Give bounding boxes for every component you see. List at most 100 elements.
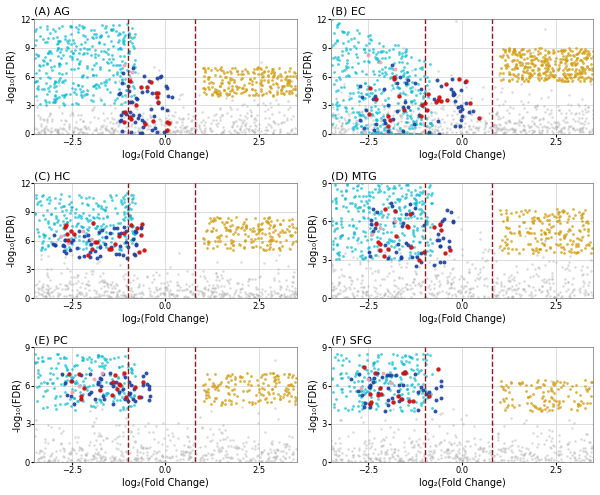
- Point: [366, 292, 376, 299]
- Point: [477, 96, 487, 103]
- Point: [346, 109, 356, 117]
- Point: [67, 53, 76, 61]
- Point: [106, 454, 115, 462]
- Point: [105, 221, 115, 229]
- Point: [407, 98, 416, 105]
- Point: [524, 206, 534, 214]
- Point: [284, 287, 294, 295]
- Point: [101, 389, 111, 396]
- Point: [402, 180, 412, 188]
- Point: [562, 56, 572, 64]
- Point: [217, 446, 226, 454]
- Point: [397, 284, 407, 292]
- Point: [540, 405, 550, 413]
- Point: [359, 46, 368, 53]
- Point: [275, 294, 284, 301]
- Point: [121, 227, 131, 235]
- Point: [107, 457, 116, 465]
- Point: [98, 362, 108, 370]
- Point: [88, 195, 97, 202]
- Point: [327, 197, 337, 205]
- Point: [450, 431, 460, 439]
- Point: [356, 197, 366, 205]
- Point: [434, 455, 443, 463]
- Point: [375, 58, 385, 66]
- Point: [410, 267, 419, 275]
- Point: [122, 129, 131, 137]
- Point: [76, 212, 86, 220]
- Point: [130, 118, 139, 126]
- Point: [548, 441, 558, 448]
- Point: [542, 212, 552, 220]
- Point: [574, 286, 584, 294]
- Point: [76, 454, 86, 462]
- Point: [203, 241, 212, 248]
- Point: [332, 241, 341, 249]
- Point: [394, 181, 404, 189]
- Point: [97, 47, 106, 54]
- Point: [341, 249, 350, 257]
- Point: [91, 293, 101, 301]
- Point: [575, 457, 584, 465]
- Point: [552, 216, 562, 224]
- Point: [540, 229, 550, 237]
- Point: [275, 70, 284, 78]
- Point: [257, 225, 266, 233]
- Point: [38, 392, 47, 399]
- Point: [456, 282, 466, 290]
- Point: [74, 21, 83, 29]
- Point: [355, 260, 365, 268]
- Point: [489, 451, 499, 459]
- Point: [521, 75, 530, 83]
- Point: [420, 250, 430, 258]
- Point: [520, 62, 530, 70]
- Point: [462, 455, 472, 463]
- Point: [164, 115, 174, 123]
- Point: [138, 123, 148, 131]
- Point: [232, 67, 242, 75]
- Point: [247, 398, 257, 406]
- Point: [548, 257, 557, 265]
- Point: [371, 108, 381, 116]
- Point: [407, 123, 416, 131]
- Point: [159, 289, 169, 297]
- Point: [554, 230, 564, 238]
- Point: [498, 99, 508, 107]
- Point: [106, 458, 116, 466]
- Point: [96, 122, 106, 130]
- Point: [221, 218, 231, 226]
- Point: [277, 86, 286, 94]
- Point: [452, 17, 461, 25]
- Point: [415, 238, 424, 246]
- Point: [379, 85, 389, 93]
- Point: [142, 120, 152, 128]
- Point: [184, 442, 193, 450]
- Point: [376, 390, 386, 398]
- Point: [393, 446, 403, 454]
- Point: [511, 290, 521, 297]
- Point: [518, 67, 528, 75]
- Point: [425, 129, 435, 137]
- Point: [211, 226, 221, 234]
- Point: [217, 111, 227, 119]
- Point: [49, 435, 58, 443]
- Point: [47, 127, 57, 135]
- Point: [278, 89, 288, 97]
- Point: [180, 123, 190, 131]
- Point: [416, 214, 425, 222]
- Point: [37, 380, 46, 388]
- Point: [383, 94, 392, 102]
- Point: [522, 108, 532, 116]
- Point: [576, 246, 586, 253]
- Point: [124, 87, 134, 95]
- Point: [540, 51, 550, 59]
- Point: [331, 456, 340, 464]
- Point: [151, 454, 160, 462]
- Point: [439, 258, 448, 266]
- Point: [540, 210, 550, 218]
- Point: [116, 198, 126, 206]
- Point: [398, 274, 407, 282]
- Point: [52, 127, 62, 135]
- Point: [113, 396, 122, 404]
- Point: [74, 397, 83, 405]
